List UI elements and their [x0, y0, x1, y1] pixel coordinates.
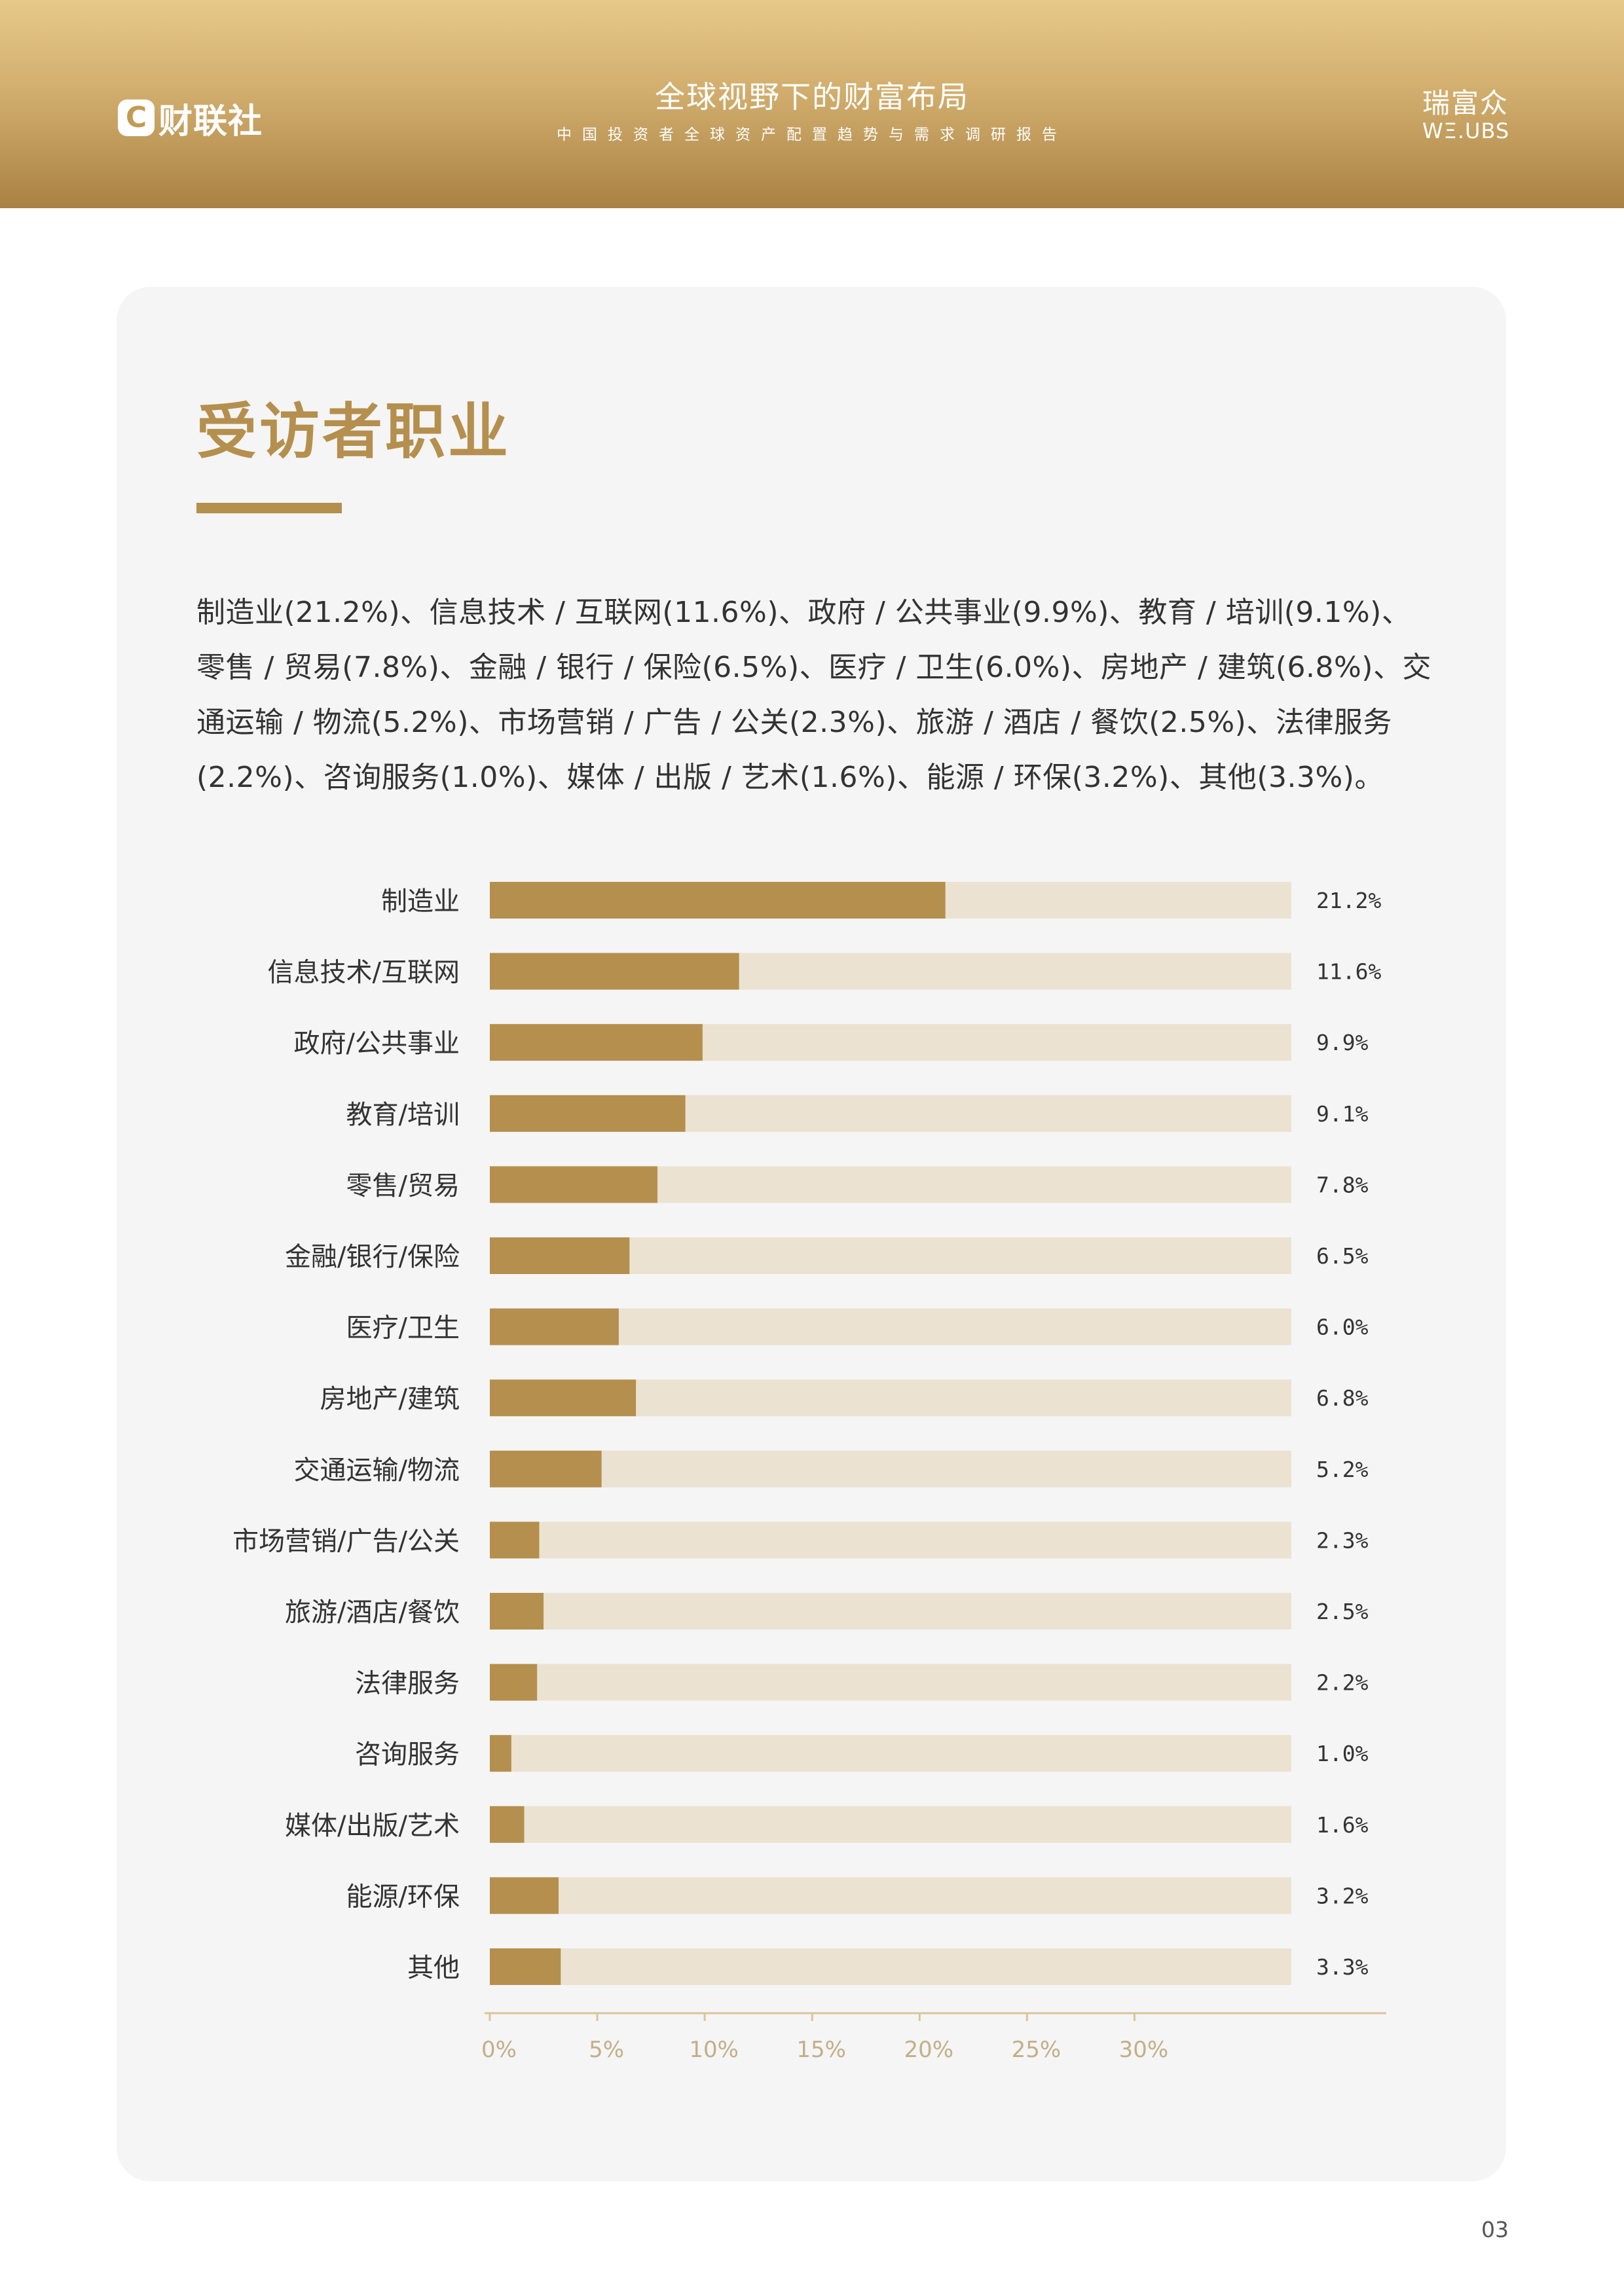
x-tick-label: 15% [796, 2037, 846, 2063]
value-label: 7.8% [1316, 1172, 1369, 1197]
x-tick-label: 25% [1012, 2037, 1061, 2063]
bar-track [490, 1948, 1291, 1985]
x-tick-label: 10% [689, 2037, 739, 2063]
x-tick-label: 30% [1119, 2037, 1169, 2063]
value-label: 9.1% [1316, 1101, 1369, 1127]
bar-track [490, 1806, 1291, 1843]
value-label: 6.0% [1316, 1315, 1369, 1340]
section-title: 受访者职业 [196, 397, 511, 467]
weubs-logo-cn: 瑞富众 [1422, 87, 1509, 119]
bar-track [490, 1664, 1291, 1701]
x-tick-label: 5% [589, 2037, 624, 2063]
category-label: 咨询服务 [355, 1740, 460, 1770]
bar-5 [490, 1237, 630, 1274]
category-label: 信息技术/互联网 [268, 958, 460, 988]
bar-11 [490, 1664, 538, 1701]
bar-10 [490, 1593, 544, 1630]
value-label: 2.2% [1316, 1670, 1369, 1696]
category-label: 交通运输/物流 [294, 1455, 460, 1485]
value-label: 3.3% [1316, 1954, 1369, 1980]
value-label: 21.2% [1316, 888, 1381, 913]
value-label: 5.2% [1316, 1457, 1369, 1482]
weubs-logo: 瑞富众 WΞ.UBS [1422, 88, 1509, 143]
category-label: 零售/贸易 [346, 1171, 460, 1201]
header-banner: C 财联社 全球视野下的财富布局 中国投资者全球资产配置趋势与需求调研报告 瑞富… [0, 0, 1624, 208]
value-label: 1.6% [1316, 1812, 1369, 1838]
bar-1 [490, 953, 739, 990]
content-card [117, 287, 1506, 2181]
bar-13 [490, 1806, 525, 1843]
bar-12 [490, 1735, 511, 1772]
category-label: 能源/环保 [346, 1882, 460, 1912]
bar-4 [490, 1166, 657, 1203]
cls-logo: C 财联社 [118, 96, 263, 141]
bar-track [490, 1450, 1291, 1487]
category-label: 其他 [407, 1953, 460, 1983]
category-label: 医疗/卫生 [346, 1313, 460, 1343]
category-label: 金融/银行/保险 [285, 1242, 460, 1272]
x-tick-label: 0% [481, 2037, 517, 2063]
bar-track [490, 1877, 1291, 1914]
category-label: 市场营销/广告/公关 [232, 1526, 460, 1556]
report-title: 全球视野下的财富布局 [655, 79, 969, 115]
category-label: 政府/公共事业 [294, 1029, 460, 1059]
weubs-logo-en: WΞ.UBS [1422, 118, 1510, 143]
value-label: 9.9% [1316, 1030, 1369, 1055]
value-label: 2.5% [1316, 1599, 1369, 1624]
value-label: 11.6% [1316, 959, 1381, 985]
bar-14 [490, 1877, 559, 1914]
value-label: 1.0% [1316, 1741, 1369, 1766]
category-label: 教育/培训 [346, 1100, 460, 1130]
section-description: 制造业(21.2%)、信息技术 / 互联网(11.6%)、政府 / 公共事业(9… [196, 596, 1431, 794]
value-label: 6.5% [1316, 1243, 1369, 1269]
x-tick-label: 20% [904, 2037, 954, 2063]
bar-15 [490, 1948, 561, 1985]
bar-9 [490, 1522, 540, 1559]
bar-7 [490, 1379, 637, 1417]
category-label: 媒体/出版/艺术 [285, 1811, 460, 1841]
bar-track [490, 1522, 1291, 1559]
bar-0 [490, 882, 946, 919]
value-label: 2.3% [1316, 1527, 1369, 1553]
bar-track [490, 1308, 1291, 1345]
category-label: 制造业 [381, 886, 460, 917]
bar-track [490, 1593, 1291, 1630]
bar-3 [490, 1095, 686, 1132]
category-label: 房地产/建筑 [320, 1384, 460, 1414]
bar-track [490, 1735, 1291, 1772]
cls-logo-icon: C [118, 100, 155, 136]
value-label: 6.8% [1316, 1385, 1369, 1411]
bar-2 [490, 1024, 703, 1061]
report-subtitle: 中国投资者全球资产配置趋势与需求调研报告 [557, 126, 1067, 143]
cls-logo-glyph: C [125, 101, 147, 134]
cls-logo-text: 财联社 [158, 101, 263, 141]
bar-6 [490, 1308, 619, 1345]
bar-8 [490, 1450, 602, 1487]
category-label: 法律服务 [355, 1669, 460, 1699]
title-underline [196, 503, 342, 513]
page-number: 03 [1481, 2217, 1509, 2242]
category-label: 旅游/酒店/餐饮 [285, 1597, 460, 1628]
value-label: 3.2% [1316, 1883, 1369, 1908]
